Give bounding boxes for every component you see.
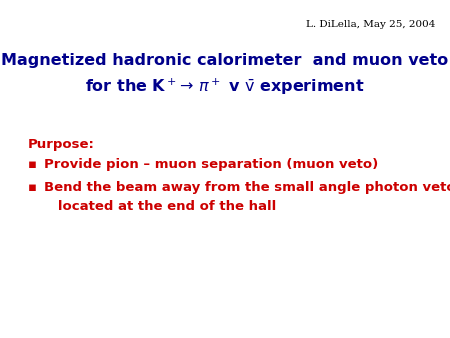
Text: for the K$^+\!\rightarrow\,\pi^+$ v $\bar{\mathrm{v}}$ experiment: for the K$^+\!\rightarrow\,\pi^+$ v $\ba… xyxy=(85,77,365,97)
Text: ▪: ▪ xyxy=(28,158,37,171)
Text: Bend the beam away from the small angle photon veto: Bend the beam away from the small angle … xyxy=(44,181,450,194)
Text: Purpose:: Purpose: xyxy=(28,138,95,151)
Text: Provide pion – muon separation (muon veto): Provide pion – muon separation (muon vet… xyxy=(44,158,378,171)
Text: located at the end of the hall: located at the end of the hall xyxy=(44,200,276,213)
Text: ▪: ▪ xyxy=(28,181,37,194)
Text: L. DiLella, May 25, 2004: L. DiLella, May 25, 2004 xyxy=(306,20,435,29)
Text: Magnetized hadronic calorimeter  and muon veto: Magnetized hadronic calorimeter and muon… xyxy=(1,53,449,68)
